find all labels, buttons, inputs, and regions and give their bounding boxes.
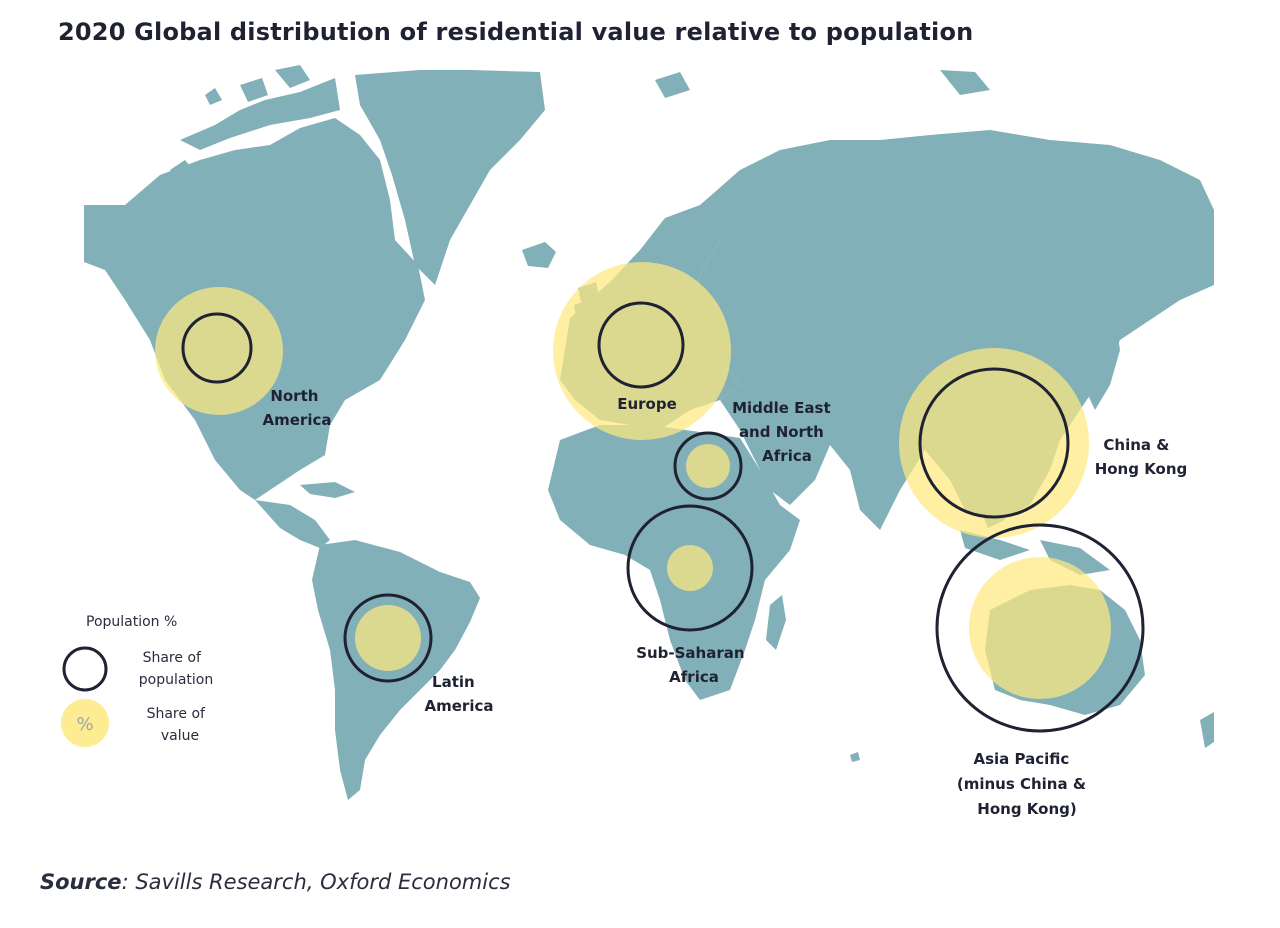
arctic-islands [180,78,340,150]
north-america-population-ring [181,312,253,384]
legend-value-symbol: % [76,714,93,735]
page-title: 2020 Global distribution of residential … [58,18,974,46]
latin-america-value-circle [355,605,421,671]
region-labels: North America Europe Middle East and Nor… [263,387,1188,818]
latin-america-label: Latin America [425,673,494,715]
legend-title: Population % [86,614,177,630]
sub-saharan-africa-value-circle [667,545,713,591]
middle-east-north-africa-population-ring [673,431,743,501]
middle-east-north-africa-label: Middle East and North Africa [732,399,836,465]
europe-population-ring [597,301,685,389]
legend-population-label: Share of population [139,650,214,688]
source-label: Source [40,870,122,894]
asia-landmass [690,130,1214,530]
central-america-landmass [255,500,330,548]
asia-pacific-population-ring [935,523,1145,733]
source-text: : Savills Research, Oxford Economics [121,870,511,894]
latin-america-population-ring [343,593,433,683]
legend-value-circle [61,699,109,747]
middle-east-north-africa-value-circle [686,444,730,488]
greenland-landmass [355,70,545,285]
sub-saharan-africa-label: Sub-Saharan Africa [636,644,750,686]
europe-label: Europe [617,395,677,413]
sub-saharan-africa-population-ring [626,504,754,632]
china-hong-kong-population-ring [918,367,1070,519]
value-circles [155,262,1111,699]
europe-value-circle [553,262,731,440]
china-hong-kong-label: China & Hong Kong [1095,436,1188,478]
asia-pacific-label: Asia Pacific (minus China & Hong Kong) [957,750,1091,818]
north-america-value-circle [155,287,283,415]
source-note: Source: Savills Research, Oxford Economi… [40,870,511,894]
legend: Population % Share of population % Share… [61,614,213,747]
legend-value-label: Share of value [147,706,210,744]
legend-population-ring [62,646,108,692]
north-america-label: North America [263,387,332,429]
population-rings [181,301,1145,733]
asia-pacific-value-circle [969,557,1111,699]
china-hong-kong-value-circle [899,348,1089,538]
